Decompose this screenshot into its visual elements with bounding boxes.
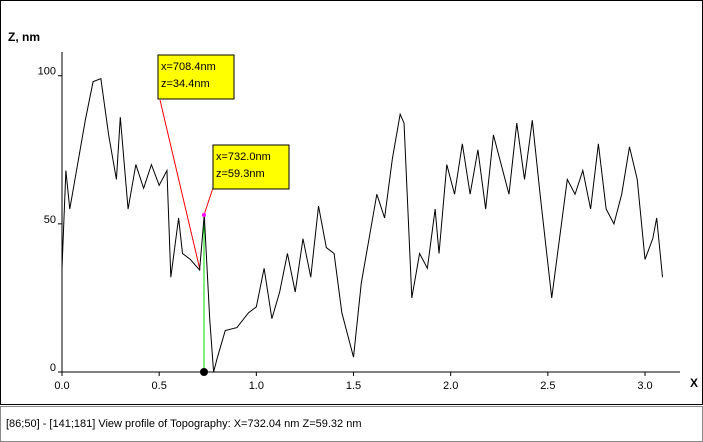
annotation-box xyxy=(157,54,235,100)
y-tick-label: 0 xyxy=(50,362,56,374)
x-tick-label: 1.0 xyxy=(249,380,264,392)
y-tick-label: 50 xyxy=(44,214,56,226)
profile-line xyxy=(61,77,664,373)
annotation-box xyxy=(212,144,290,190)
status-bar xyxy=(0,406,703,442)
x-tick-label: 0.5 xyxy=(152,380,167,392)
annotation-text: z=59.3nm xyxy=(216,168,265,180)
x-tick-label: 2.5 xyxy=(540,380,555,392)
y-tick-label: 100 xyxy=(38,66,56,78)
x-tick-label: 3.0 xyxy=(637,380,652,392)
callout-line xyxy=(159,99,201,271)
plot-frame xyxy=(0,0,703,405)
annotation-text: x=708.4nm xyxy=(161,61,216,73)
status-text: [86;50] - [141;181] View profile of Topo… xyxy=(6,418,362,430)
annotation-text: x=732.0nm xyxy=(216,151,271,163)
x-axis-label: X xyxy=(690,376,698,390)
x-tick-label: 2.0 xyxy=(443,380,458,392)
x-tick-label: 0.0 xyxy=(54,380,69,392)
y-axis-label: Z, nm xyxy=(8,30,40,44)
x-tick-label: 1.5 xyxy=(346,380,361,392)
annotation-text: z=34.4nm xyxy=(161,78,210,90)
point-marker xyxy=(202,213,206,217)
callout-line xyxy=(203,187,214,216)
